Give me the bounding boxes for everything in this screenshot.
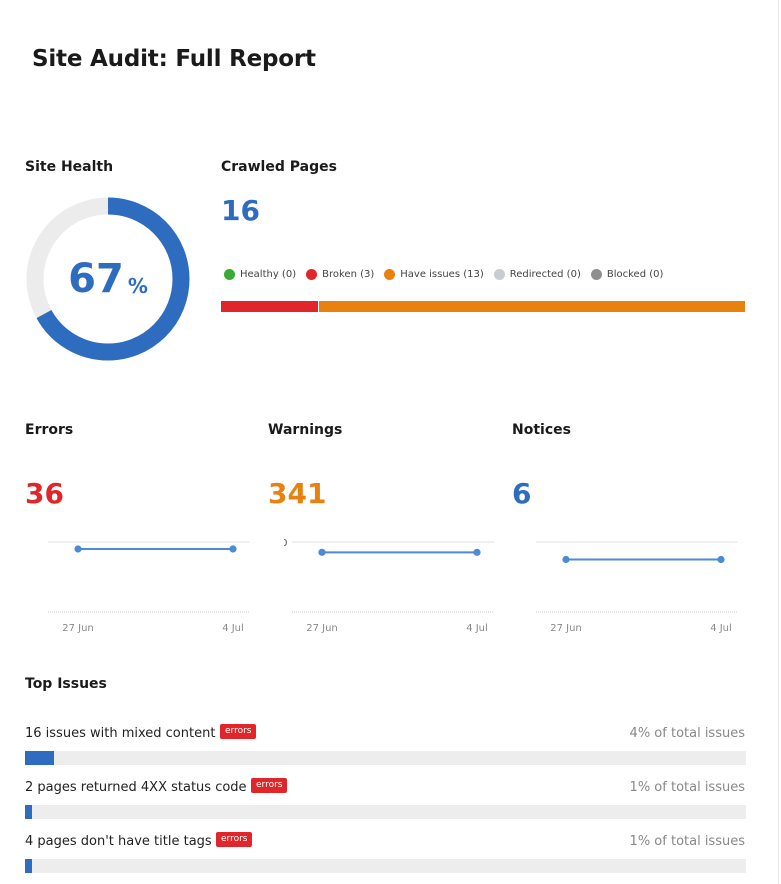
data-point: [717, 555, 725, 564]
legend-label: Redirected (0): [509, 269, 581, 280]
data-point: [74, 545, 82, 553]
legend-broken[interactable]: Broken (3): [306, 269, 374, 280]
right-border: [778, 0, 779, 884]
page-title: Site Audit: Full Report: [32, 46, 316, 72]
site-health-donut: [26, 197, 190, 361]
x-tick-label: 27 Jun: [62, 623, 94, 634]
errors-badge: errors: [216, 832, 253, 847]
issue-bar-fill: [25, 751, 54, 765]
x-tick-label: 4 Jul: [222, 623, 244, 634]
warnings-heading: Warnings: [268, 422, 343, 438]
issue-bar-fill: [25, 805, 33, 819]
site-health-value: 67 %: [24, 196, 192, 362]
healthy-dot-icon: [224, 269, 235, 280]
crawled-pages-count: 16: [221, 194, 260, 227]
x-tick-label: 4 Jul: [466, 623, 488, 634]
issue-link[interactable]: 16 issues with mixed content: [25, 726, 216, 741]
issue-bar-fill: [25, 859, 33, 873]
legend-blocked[interactable]: Blocked (0): [590, 269, 664, 280]
notices-heading: Notices: [512, 422, 571, 438]
legend-label: Healthy (0): [240, 269, 297, 280]
broken-dot-icon: [306, 269, 318, 280]
errors-badge: errors: [251, 778, 288, 793]
site-health-heading: Site Health: [25, 159, 114, 175]
issue-percentage: 4% of total issues: [629, 726, 745, 741]
site-health-number: 67: [68, 256, 124, 302]
legend-label: Broken (3): [322, 269, 375, 280]
data-point: [318, 548, 326, 556]
blocked-dot-icon: [590, 269, 602, 280]
errors-badge: errors: [220, 724, 257, 739]
legend-label: Blocked (0): [606, 269, 664, 280]
errors-heading: Errors: [25, 422, 74, 438]
data-point: [229, 545, 237, 553]
issue-bar-track: [25, 805, 746, 819]
data-point: [562, 555, 570, 564]
redirected-dot-icon: [493, 269, 505, 280]
issue-bar-track: [25, 751, 746, 765]
have-issues-dot-icon: [384, 269, 396, 280]
issue-link[interactable]: 4 pages don't have title tags: [25, 834, 212, 849]
y-tick-label: 400: [284, 538, 288, 549]
data-point: [473, 548, 481, 556]
x-tick-label: 27 Jun: [306, 623, 338, 634]
issue-bar-track: [25, 859, 746, 873]
site-health-unit: %: [127, 274, 148, 298]
crawled-pages-heading: Crawled Pages: [221, 159, 337, 175]
x-tick-label: 4 Jul: [710, 623, 732, 634]
issue-percentage: 1% of total issues: [629, 834, 745, 849]
issue-percentage: 1% of total issues: [629, 780, 745, 795]
warnings-count[interactable]: 341: [268, 477, 327, 510]
legend-redirected[interactable]: Redirected (0): [493, 269, 581, 280]
crawled-bar-have-issues[interactable]: [319, 301, 745, 312]
legend-label: Have issues (13): [400, 269, 484, 280]
legend-have-issues[interactable]: Have issues (13): [384, 269, 484, 280]
donut-arc: [26, 197, 190, 361]
crawled-legend: Healthy (0) Broken (3) Have issues (13) …: [224, 269, 673, 280]
issue-link[interactable]: 2 pages returned 4XX status code: [25, 780, 247, 795]
top-issues-heading: Top Issues: [25, 676, 107, 692]
x-tick-label: 27 Jun: [550, 623, 582, 634]
notices-count[interactable]: 6: [512, 477, 532, 510]
crawled-bar-broken[interactable]: [221, 301, 318, 312]
errors-count[interactable]: 36: [25, 477, 64, 510]
legend-healthy[interactable]: Healthy (0): [224, 269, 296, 280]
